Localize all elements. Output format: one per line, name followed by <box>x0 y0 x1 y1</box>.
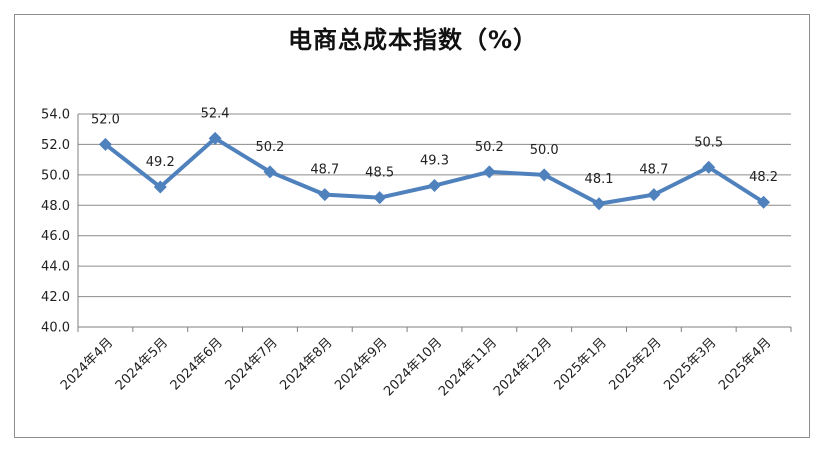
data-point-marker <box>428 179 441 193</box>
data-label: 48.7 <box>639 163 668 178</box>
x-tick-label: 2024年5月 <box>113 335 171 393</box>
data-label: 52.4 <box>201 106 230 121</box>
data-label: 49.3 <box>420 154 449 169</box>
data-label: 48.2 <box>749 170 778 185</box>
chart-title: 电商总成本指数（%） <box>287 26 539 54</box>
y-tick-label: 52.0 <box>41 138 70 153</box>
data-label: 50.5 <box>694 135 723 150</box>
x-tick-label: 2024年4月 <box>58 335 116 393</box>
x-tick-label: 2025年4月 <box>716 335 774 393</box>
data-label: 48.5 <box>365 166 394 181</box>
x-tick-label: 2024年7月 <box>223 335 281 393</box>
x-tick-label: 2024年8月 <box>277 335 335 393</box>
y-tick-label: 54.0 <box>41 108 70 123</box>
data-point-marker <box>537 168 551 182</box>
data-point-marker <box>263 165 277 179</box>
data-point-marker <box>702 160 716 174</box>
data-label: 49.2 <box>146 155 175 170</box>
x-tick-label: 2024年12月 <box>491 335 555 399</box>
data-label: 48.7 <box>310 163 339 178</box>
data-point-marker <box>373 191 387 205</box>
data-point-marker <box>208 131 222 145</box>
x-tick-label: 2025年1月 <box>552 335 610 393</box>
data-label: 48.1 <box>585 172 614 187</box>
data-label: 50.2 <box>255 140 284 155</box>
y-tick-label: 48.0 <box>41 199 70 214</box>
x-tick-label: 2024年6月 <box>168 335 226 393</box>
data-point-marker <box>592 197 606 211</box>
data-point-marker <box>482 165 496 179</box>
y-tick-label: 40.0 <box>41 321 70 336</box>
chart-frame <box>14 14 810 438</box>
data-point-marker <box>647 188 661 202</box>
y-tick-label: 50.0 <box>41 168 70 183</box>
data-point-marker <box>153 180 167 194</box>
x-tick-label: 2024年9月 <box>332 335 390 393</box>
data-point-marker <box>757 195 771 209</box>
data-point-marker <box>98 137 112 151</box>
y-tick-label: 46.0 <box>41 229 70 244</box>
x-tick-label: 2025年3月 <box>661 335 719 393</box>
y-tick-label: 42.0 <box>41 290 70 305</box>
data-point-marker <box>318 188 332 202</box>
data-label: 50.0 <box>530 143 559 158</box>
x-tick-label: 2025年2月 <box>606 335 664 393</box>
data-label: 50.2 <box>475 140 504 155</box>
y-tick-label: 44.0 <box>41 260 70 275</box>
data-label: 52.0 <box>91 112 120 127</box>
